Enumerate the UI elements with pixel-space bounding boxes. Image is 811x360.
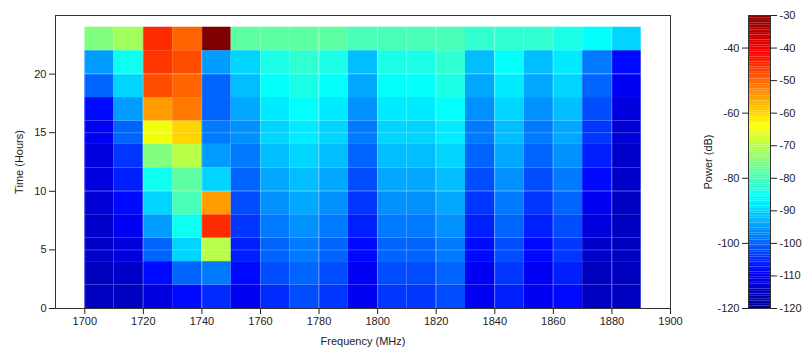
svg-text:1840: 1840 [483,315,507,327]
svg-text:-60: -60 [724,107,740,119]
svg-text:Frequency (MHz): Frequency (MHz) [321,335,406,347]
svg-text:-80: -80 [724,172,740,184]
svg-text:-100: -100 [717,237,739,249]
svg-text:1820: 1820 [424,315,448,327]
svg-text:1700: 1700 [73,315,97,327]
svg-text:1760: 1760 [248,315,272,327]
svg-text:5: 5 [40,243,46,255]
svg-text:Time (Hours): Time (Hours) [13,130,25,194]
svg-text:1780: 1780 [307,315,331,327]
svg-text:20: 20 [34,68,46,80]
svg-text:-50: -50 [780,74,796,86]
svg-text:-100: -100 [780,237,802,249]
svg-text:1880: 1880 [600,315,624,327]
svg-text:10: 10 [34,185,46,197]
svg-text:-60: -60 [780,107,796,119]
svg-text:-30: -30 [780,9,796,21]
svg-text:1860: 1860 [541,315,565,327]
svg-text:1720: 1720 [131,315,155,327]
svg-text:-120: -120 [780,302,802,314]
svg-text:-70: -70 [780,139,796,151]
svg-text:1900: 1900 [658,315,682,327]
svg-text:1800: 1800 [365,315,389,327]
svg-text:0: 0 [40,302,46,314]
svg-text:-90: -90 [780,204,796,216]
svg-text:Power (dB): Power (dB) [702,134,714,189]
svg-text:1740: 1740 [190,315,214,327]
svg-text:-80: -80 [780,172,796,184]
svg-text:-40: -40 [780,42,796,54]
svg-text:-110: -110 [780,269,801,281]
svg-text:-120: -120 [717,302,739,314]
svg-text:-40: -40 [724,42,740,54]
svg-text:15: 15 [34,126,46,138]
